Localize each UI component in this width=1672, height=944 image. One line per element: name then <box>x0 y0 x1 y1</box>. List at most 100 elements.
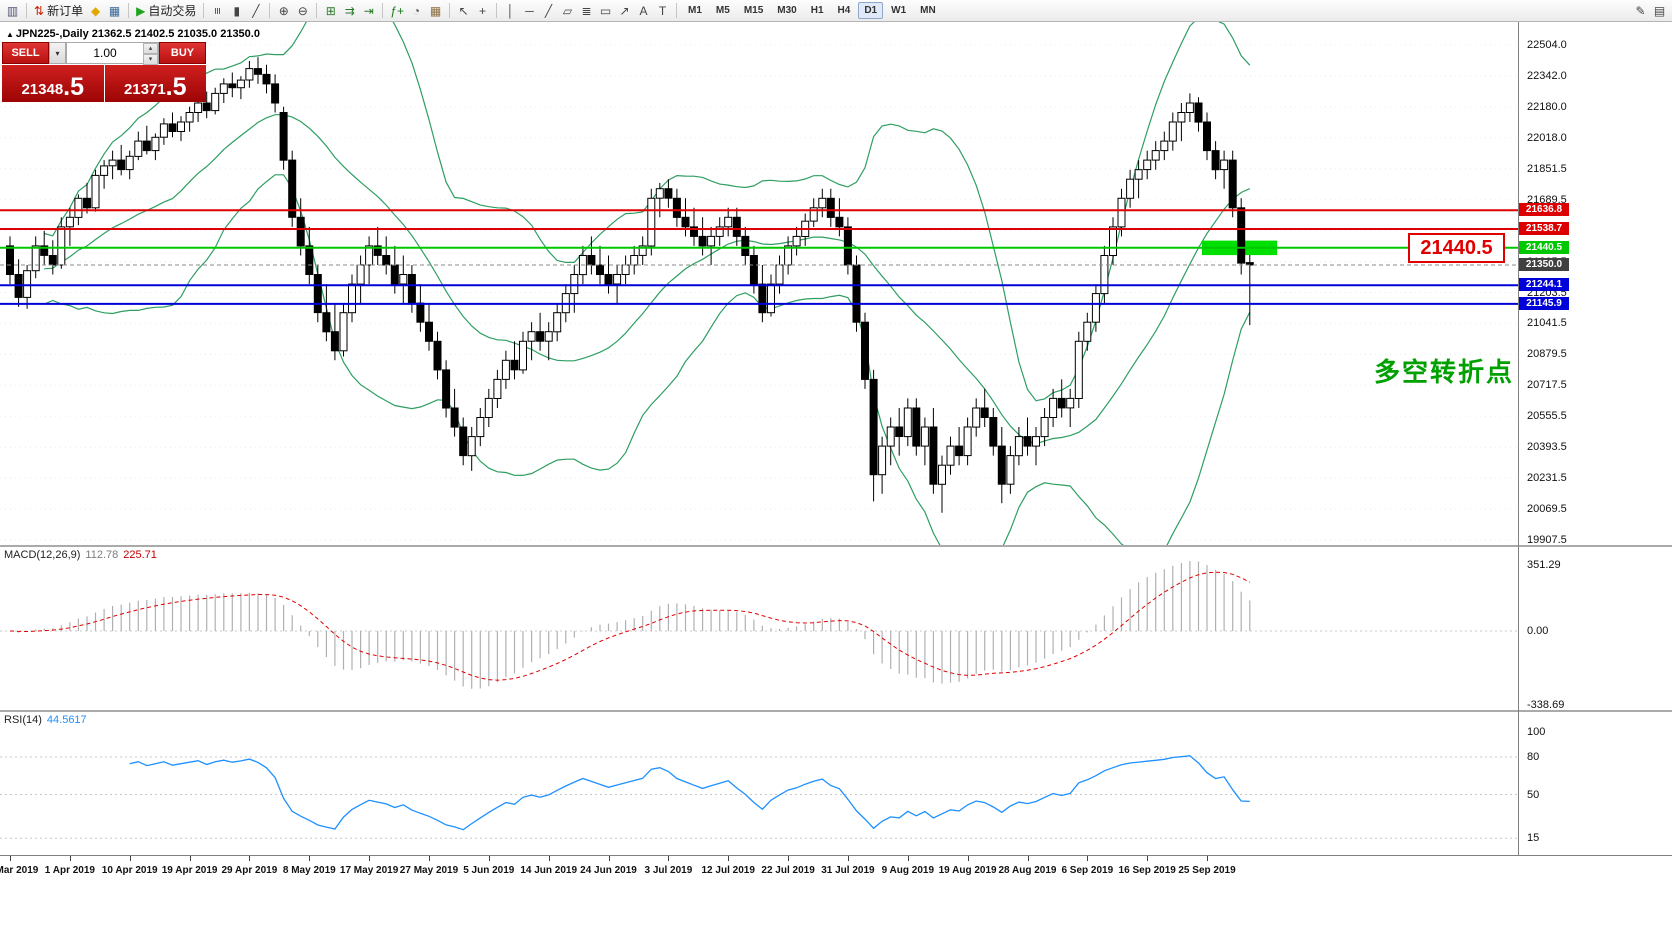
fibonacci-button[interactable]: ≣ <box>577 1 596 20</box>
time-tick <box>907 856 909 861</box>
time-axis-label: 27 May 2019 <box>399 865 459 876</box>
time-axis-label: 9 Aug 2019 <box>881 865 935 876</box>
arrows-button[interactable]: ↗ <box>615 1 634 20</box>
zoom-in-icon: ⊕ <box>278 3 289 18</box>
time-axis-label: 22 Jul 2019 <box>761 865 815 876</box>
autotrading-button-label: 自动交易 <box>148 4 197 18</box>
text-button[interactable]: A <box>634 1 653 20</box>
cursor-button[interactable]: ↖ <box>454 1 473 20</box>
sell-price-quote[interactable]: 21348.5 <box>2 65 104 102</box>
timeframe-m5-button[interactable]: M5 <box>715 5 730 16</box>
time-tick <box>608 856 610 861</box>
candlestick-chart-button[interactable]: ▮ <box>227 1 246 20</box>
text-label-button[interactable]: T <box>653 1 672 20</box>
market-watch-button[interactable]: ▦ <box>105 1 124 20</box>
volume-up-button[interactable]: ▴ <box>143 43 158 54</box>
time-axis-label: 22 Mar 2019 <box>0 865 39 876</box>
panel-separator[interactable] <box>0 545 1672 547</box>
order-type-dropdown[interactable]: ▾ <box>49 42 66 64</box>
new-chart-button[interactable]: ▥ <box>3 1 22 20</box>
volume-input[interactable] <box>67 43 143 63</box>
time-tick <box>1147 856 1149 861</box>
line-chart-button[interactable]: ╱ <box>246 1 265 20</box>
shapes-icon: ▭ <box>599 3 612 18</box>
time-tick <box>10 856 11 861</box>
crosshair-icon: + <box>479 3 487 18</box>
macd-indicator-panel[interactable] <box>0 547 1518 710</box>
panel-separator[interactable] <box>0 710 1672 712</box>
auto-scroll-icon: ⇉ <box>344 3 355 18</box>
autotrading-icon: ▶ <box>136 3 146 18</box>
equidistant-channel-button[interactable]: ▱ <box>558 1 577 20</box>
tile-windows-button[interactable]: ⊞ <box>321 1 340 20</box>
volume-down-button[interactable]: ▾ <box>143 54 158 65</box>
price-callout-box[interactable]: 21440.5 <box>1408 233 1505 263</box>
timeframe-mn-button[interactable]: MN <box>920 5 936 16</box>
time-axis-label: 14 Jun 2019 <box>520 865 578 876</box>
one-click-trading-panel: SELL ▾ ▴ ▾ BUY 21348.5 21371.5 <box>2 42 206 102</box>
time-tick <box>788 856 790 861</box>
volume-stepper: ▴ ▾ <box>143 43 158 65</box>
rsi-indicator-panel[interactable] <box>0 712 1518 855</box>
vertical-line-button[interactable]: │ <box>501 1 520 20</box>
time-axis-label: 24 Jun 2019 <box>580 865 637 876</box>
hline-price-tag: 21440.5 <box>1519 240 1569 254</box>
annotation-text: 多空转折点 <box>1374 357 1515 387</box>
shapes-button[interactable]: ▭ <box>596 1 615 20</box>
rsi-value: 44.5617 <box>46 714 87 726</box>
volume-field-wrap: ▴ ▾ <box>66 42 159 65</box>
crosshair-button[interactable]: + <box>473 1 492 20</box>
mql5-community-button[interactable]: ◆ <box>86 1 105 20</box>
new-order-button[interactable]: ⇅ 新订单 <box>31 1 86 20</box>
horizontal-line-button[interactable]: ─ <box>520 1 539 20</box>
timeframe-h1-button[interactable]: H1 <box>810 5 824 16</box>
time-axis-label: 1 Apr 2019 <box>44 865 95 876</box>
toolbar-separator <box>269 3 271 18</box>
macd-label: MACD(12,26,9) 112.78 225.71 <box>4 549 157 561</box>
trendline-button[interactable]: ╱ <box>539 1 558 20</box>
time-tick <box>369 856 371 861</box>
timeframe-m15-button[interactable]: M15 <box>743 5 764 16</box>
time-axis-label: 5 Jun 2019 <box>463 865 515 876</box>
chart-symbol-period: JPN225-,Daily <box>15 28 89 40</box>
time-tick <box>69 856 71 861</box>
toolbar: ▥ ⇅ 新订单 ◆ ▦ ▶ 自动交易 ≡ ▮ ╱ ⊕ ⊖ ⊞ ⇉ ⇥ ƒ+ ◔ ▦ ↖ + │ ─ ╱ ▱ ≣ ▭ ↗ A T M1 M5 M… <box>0 0 1672 22</box>
timeframe-w1-button[interactable]: W1 <box>891 5 907 16</box>
templates-button[interactable]: ▦ <box>426 1 445 20</box>
indicators-button[interactable]: ƒ+ <box>387 1 407 20</box>
toolbar-separator <box>496 3 498 18</box>
timeframe-m1-button[interactable]: M1 <box>688 5 702 16</box>
price-scale[interactable]: 22504.0 22342.0 22180.0 22018.0 21851.5 21689… <box>1518 22 1672 855</box>
price-axis-label: 20555.5 <box>1527 410 1567 423</box>
time-axis-label: 31 Jul 2019 <box>821 865 875 876</box>
bar-chart-button[interactable]: ≡ <box>208 1 227 20</box>
draw-button[interactable]: ✎ <box>1631 1 1650 20</box>
price-axis-label: 21851.5 <box>1527 162 1567 175</box>
time-axis-label: 29 Apr 2019 <box>221 865 278 876</box>
timeframe-h4-button[interactable]: H4 <box>837 5 851 16</box>
price-axis-label: 20717.5 <box>1527 379 1567 392</box>
autotrading-button[interactable]: ▶ 自动交易 <box>133 1 199 20</box>
periods-button[interactable]: ◔ <box>407 1 426 20</box>
timeframe-m30-button[interactable]: M30 <box>777 5 797 16</box>
window-list-button[interactable]: ▤ <box>1650 1 1669 20</box>
buy-price-quote[interactable]: 21371.5 <box>104 65 206 102</box>
chart-shift-button[interactable]: ⇥ <box>359 1 378 20</box>
trendline-icon: ╱ <box>544 3 553 18</box>
time-tick <box>1207 856 1208 861</box>
zoom-out-button[interactable]: ⊖ <box>293 1 312 20</box>
time-axis-label: 3 Jul 2019 <box>644 865 693 876</box>
zoom-in-button[interactable]: ⊕ <box>274 1 293 20</box>
time-tick <box>967 856 969 861</box>
hline-price-tag: 21244.1 <box>1519 278 1569 292</box>
auto-scroll-button[interactable]: ⇉ <box>340 1 359 20</box>
price-axis-label: 20231.5 <box>1527 472 1567 485</box>
text-label-icon: T <box>658 3 667 18</box>
buy-button[interactable]: BUY <box>159 42 206 64</box>
buy-price-pips: .5 <box>165 72 187 101</box>
sell-button[interactable]: SELL <box>2 42 49 64</box>
timeframe-d1-button[interactable]: D1 <box>858 2 884 19</box>
time-tick <box>309 856 311 861</box>
main-price-chart[interactable] <box>0 22 1518 545</box>
